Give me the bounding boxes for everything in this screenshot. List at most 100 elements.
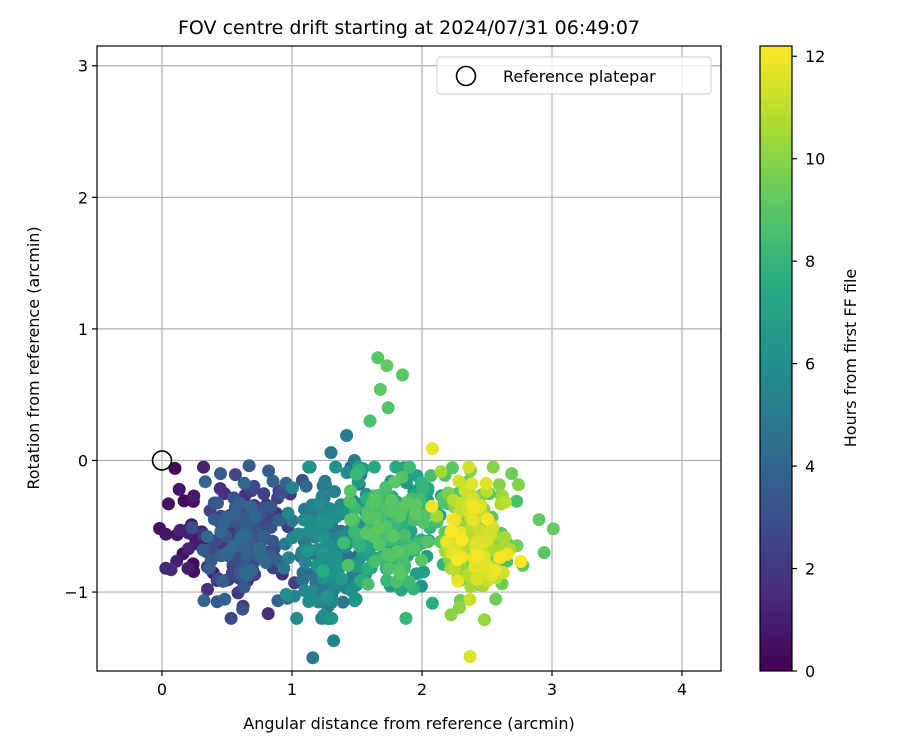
scatter-point (380, 359, 394, 373)
scatter-point (445, 461, 459, 475)
scatter-point (312, 497, 326, 511)
scatter-point (277, 561, 291, 575)
scatter-point (385, 494, 399, 507)
scatter-point (213, 482, 227, 496)
scatter-point (302, 595, 316, 608)
scatter-point (546, 522, 560, 536)
scatter-point (386, 529, 400, 543)
scatter-point (162, 497, 175, 511)
scatter-point (168, 461, 182, 475)
scatter-point (337, 536, 351, 550)
colorbar-tick-label: 12 (805, 47, 825, 66)
scatter-point (416, 481, 430, 495)
scatter-point (455, 533, 469, 547)
scatter-point (248, 510, 262, 524)
colorbar-gradient (759, 45, 793, 672)
scatter-point (264, 520, 278, 534)
scatter-point (159, 527, 173, 541)
scatter-point (505, 467, 519, 481)
scatter-point (279, 587, 293, 601)
scatter-point (197, 460, 210, 474)
scatter-point (282, 551, 296, 565)
scatter-point (330, 550, 344, 564)
scatter-point (274, 486, 288, 500)
scatter-point (298, 584, 312, 598)
scatter-point (368, 491, 382, 505)
scatter-point (424, 469, 438, 483)
scatter-point (537, 546, 551, 560)
scatter-point (369, 510, 383, 524)
scatter-point (486, 460, 500, 474)
scatter-point (514, 555, 528, 568)
scatter-point (177, 494, 191, 508)
scatter-point (335, 504, 349, 518)
scatter-point (236, 602, 250, 616)
colorbar-tick-label: 4 (805, 457, 815, 476)
scatter-point (360, 526, 373, 540)
scatter-point (316, 516, 330, 530)
scatter-point (340, 429, 354, 442)
scatter-point (181, 561, 195, 575)
scatter-point (532, 513, 546, 527)
legend-box (436, 56, 712, 95)
scatter-point (466, 513, 480, 527)
scatter-point (306, 651, 320, 665)
scatter-point (493, 551, 507, 564)
scatter-point (510, 494, 524, 508)
scatter-point (301, 544, 315, 558)
scatter-point (320, 590, 334, 604)
scatter-point (172, 482, 186, 496)
x-axis-label: Angular distance from reference (arcmin) (243, 714, 574, 733)
scatter-point (344, 513, 358, 527)
scatter-point (372, 521, 385, 535)
scatter-point (450, 553, 464, 566)
scatter-point (465, 477, 479, 491)
scatter-point (489, 592, 503, 606)
scatter-point (367, 460, 381, 474)
scatter-point (479, 477, 493, 490)
colorbar: 0 2 4 6 8 10 12 Hours from first FF file (759, 45, 860, 681)
scatter-point (328, 485, 341, 499)
scatter-point (257, 487, 271, 501)
scatter-point (196, 543, 210, 557)
scatter-point (463, 650, 477, 663)
scatter-point (363, 414, 377, 428)
x-tick-label: 3 (547, 680, 557, 699)
scatter-point (281, 506, 295, 520)
scatter-point (262, 464, 276, 478)
scatter-point (399, 611, 413, 625)
y-axis-ticks: −1 0 1 2 3 (64, 57, 97, 602)
scatter-point (238, 528, 252, 542)
scatter-point (224, 611, 238, 625)
scatter-point (417, 565, 431, 579)
scatter-point (462, 460, 476, 474)
colorbar-tick-label: 2 (805, 560, 815, 579)
scatter-point (226, 508, 240, 522)
scatter-point (238, 517, 252, 531)
scatter-point (202, 561, 216, 575)
scatter-point (381, 401, 395, 415)
x-axis-ticks: 0 1 2 3 4 (157, 671, 687, 699)
scatter-point (425, 596, 439, 610)
scatter-point (182, 542, 195, 556)
scatter-point (388, 475, 402, 489)
legend-label: Reference platepar (503, 67, 656, 86)
scatter-point (257, 529, 271, 543)
x-tick-label: 2 (417, 680, 427, 699)
scatter-point (368, 555, 382, 569)
scatter-point (434, 465, 448, 479)
scatter-point (185, 521, 199, 535)
x-tick-label: 4 (677, 680, 687, 699)
scatter-point (214, 467, 227, 481)
scatter-point (417, 516, 431, 530)
scatter-point (266, 474, 280, 488)
legend: Reference platepar (436, 56, 712, 95)
scatter-point (512, 478, 525, 492)
scatter-point (453, 601, 466, 615)
scatter-point (197, 594, 211, 608)
scatter-point (226, 540, 240, 553)
scatter-point (446, 512, 460, 526)
scatter-point (298, 556, 312, 569)
y-tick-label: −1 (64, 583, 88, 602)
scatter-point (440, 535, 454, 549)
